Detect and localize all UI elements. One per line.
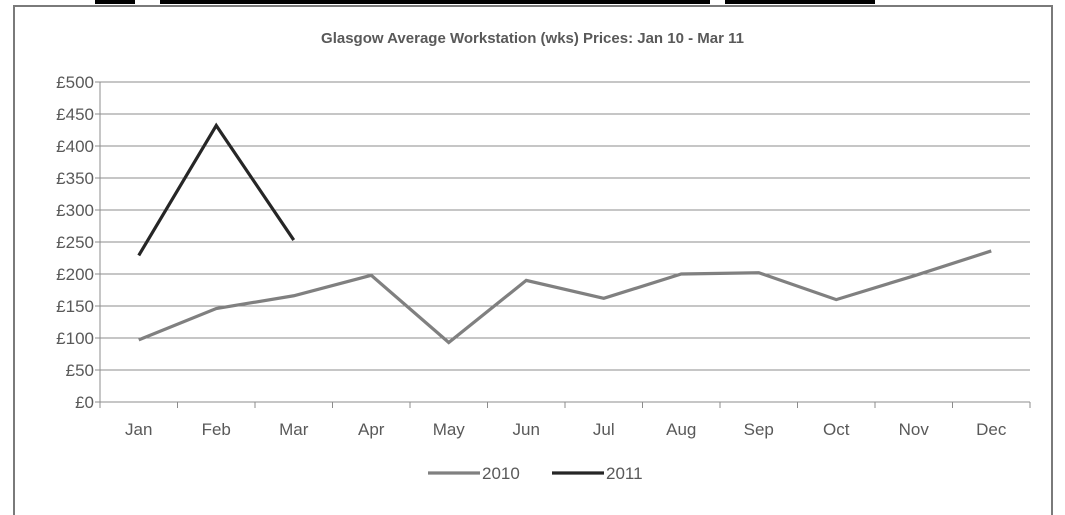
y-tick-label: £350 — [56, 169, 94, 188]
x-tick-label: Nov — [899, 420, 930, 439]
clipped-text-fragment — [95, 0, 135, 4]
x-tick-label: May — [433, 420, 466, 439]
series-line-2010 — [138, 249, 992, 345]
y-tick-label: £500 — [56, 73, 94, 92]
y-tick-label: £300 — [56, 201, 94, 220]
y-tick-label: £400 — [56, 137, 94, 156]
legend-label-2011: 2011 — [606, 464, 643, 483]
series-line-2011 — [137, 122, 296, 257]
chart-frame — [13, 5, 1053, 515]
legend-label-2010: 2010 — [482, 464, 520, 483]
y-tick-label: £50 — [66, 361, 94, 380]
x-tick-label: Jul — [593, 420, 615, 439]
top-clipped-heading — [0, 0, 1065, 5]
x-tick-label: Aug — [666, 420, 696, 439]
y-tick-label: £450 — [56, 105, 94, 124]
y-tick-label: £100 — [56, 329, 94, 348]
x-tick-label: Apr — [358, 420, 385, 439]
x-tick-label: Feb — [202, 420, 231, 439]
x-tick-label: Jan — [125, 420, 152, 439]
y-tick-label: £250 — [56, 233, 94, 252]
x-tick-label: Mar — [279, 420, 309, 439]
x-tick-label: Sep — [744, 420, 774, 439]
y-tick-label: £200 — [56, 265, 94, 284]
clipped-text-fragment — [160, 0, 710, 4]
chart-title: Glasgow Average Workstation (wks) Prices… — [321, 30, 744, 47]
y-tick-label: £0 — [75, 393, 94, 412]
clipped-text-fragment — [725, 0, 875, 4]
x-tick-label: Dec — [976, 420, 1007, 439]
x-tick-label: Jun — [513, 420, 540, 439]
y-tick-label: £150 — [56, 297, 94, 316]
x-tick-label: Oct — [823, 420, 850, 439]
